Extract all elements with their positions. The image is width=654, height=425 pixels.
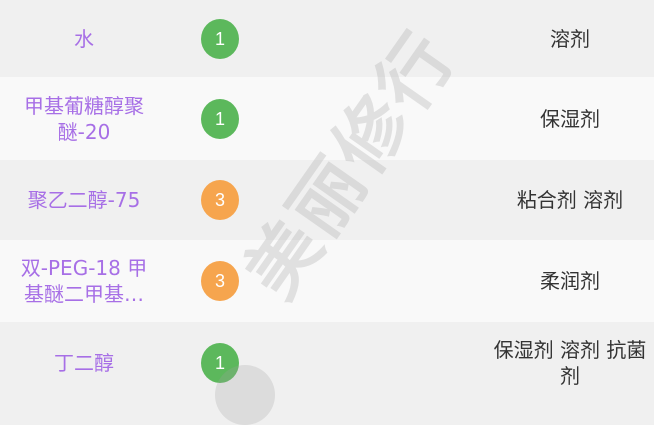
ingredient-name[interactable]: 聚乙二醇-75 bbox=[27, 188, 141, 212]
ingredient-purpose: 柔润剂 bbox=[540, 269, 600, 293]
ingredient-row[interactable]: 聚乙二醇-75 3 粘合剂 溶剂 bbox=[0, 160, 654, 240]
ingredient-row[interactable]: 水 1 溶剂 bbox=[0, 0, 654, 77]
ingredient-name[interactable]: 丁二醇 bbox=[54, 351, 114, 375]
safety-score-badge: 3 bbox=[201, 261, 239, 301]
safety-score-badge: 1 bbox=[201, 98, 239, 139]
ingredient-name[interactable]: 甲基葡糖醇聚醚-20 bbox=[24, 93, 144, 144]
ingredient-purpose: 粘合剂 溶剂 bbox=[516, 188, 624, 212]
safety-score-badge: 3 bbox=[201, 180, 239, 220]
ingredient-purpose: 保湿剂 bbox=[540, 106, 600, 131]
safety-score-badge: 1 bbox=[201, 343, 239, 383]
ingredient-row[interactable]: 丁二醇 1 保湿剂 溶剂 抗菌剂 bbox=[0, 322, 654, 404]
ingredient-name[interactable]: 水 bbox=[74, 26, 94, 51]
ingredient-row[interactable]: 双-PEG-18 甲基醚二甲基… 3 柔润剂 bbox=[0, 240, 654, 322]
ingredient-row[interactable]: 甲基葡糖醇聚醚-20 1 保湿剂 bbox=[0, 77, 654, 160]
ingredient-purpose: 保湿剂 溶剂 抗菌剂 bbox=[493, 338, 647, 388]
ingredient-purpose: 溶剂 bbox=[550, 26, 590, 51]
safety-score-badge: 1 bbox=[201, 18, 239, 59]
ingredient-name[interactable]: 双-PEG-18 甲基醚二甲基… bbox=[20, 256, 148, 306]
watermark-logo-icon bbox=[215, 365, 275, 425]
